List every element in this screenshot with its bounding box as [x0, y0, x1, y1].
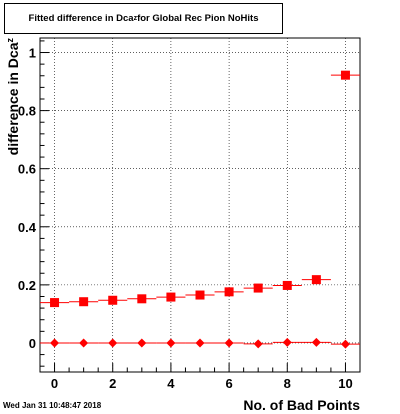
diamond-marker — [340, 339, 350, 349]
diamond-marker — [224, 338, 234, 348]
x-tick-label: 8 — [284, 376, 291, 391]
square-marker — [224, 287, 234, 297]
square-marker — [50, 298, 60, 308]
square-marker — [253, 283, 263, 293]
x-tick-label: 10 — [338, 376, 352, 391]
diamond-marker — [253, 339, 263, 349]
x-tick-label: 2 — [109, 376, 116, 391]
square-marker — [137, 294, 147, 304]
diamond-marker — [137, 338, 147, 348]
grid — [40, 38, 360, 372]
diamond-marker — [79, 338, 89, 348]
chart-title: Fitted difference in Dca z for Global Rec… — [4, 3, 283, 34]
square-marker — [311, 275, 321, 285]
diamond-marker — [50, 338, 60, 348]
y-tick-label: 0.8 — [18, 104, 36, 119]
diamond-marker — [108, 338, 118, 348]
diamond-marker — [282, 337, 292, 347]
y-axis-label-subscript: z — [5, 38, 15, 43]
diamond-marker — [311, 337, 321, 347]
axis-ticks — [39, 40, 361, 372]
tick-labels: 0 2 4 6 8 10 0 0.2 0.4 0.6 0.8 1 — [18, 46, 353, 391]
square-marker — [282, 280, 292, 290]
y-tick-label: 0.6 — [18, 162, 36, 177]
square-marker — [108, 295, 118, 305]
y-tick-label: 0.4 — [18, 220, 37, 235]
timestamp: Wed Jan 31 10:48:47 2018 — [3, 401, 102, 410]
title-rest: for Global Rec Pion NoHits — [137, 13, 259, 24]
x-axis-label: No. of Bad Points — [243, 397, 360, 413]
plot-frame — [39, 37, 361, 373]
y-tick-label: 0 — [29, 336, 36, 351]
diamond-marker — [166, 338, 176, 348]
title-subscript: z — [133, 15, 138, 22]
square-marker — [166, 292, 176, 302]
title-main: Fitted difference in Dca — [28, 13, 134, 24]
data-points — [40, 70, 360, 349]
square-marker — [340, 70, 350, 80]
x-tick-label: 6 — [225, 376, 232, 391]
square-marker — [195, 290, 205, 300]
y-tick-label: 1 — [29, 46, 36, 61]
diamond-marker — [195, 338, 205, 348]
x-tick-label: 4 — [167, 376, 175, 391]
y-tick-label: 0.2 — [18, 278, 36, 293]
x-tick-label: 0 — [51, 376, 58, 391]
square-marker — [79, 297, 89, 307]
y-axis-label: difference in Dcaz — [5, 38, 21, 156]
